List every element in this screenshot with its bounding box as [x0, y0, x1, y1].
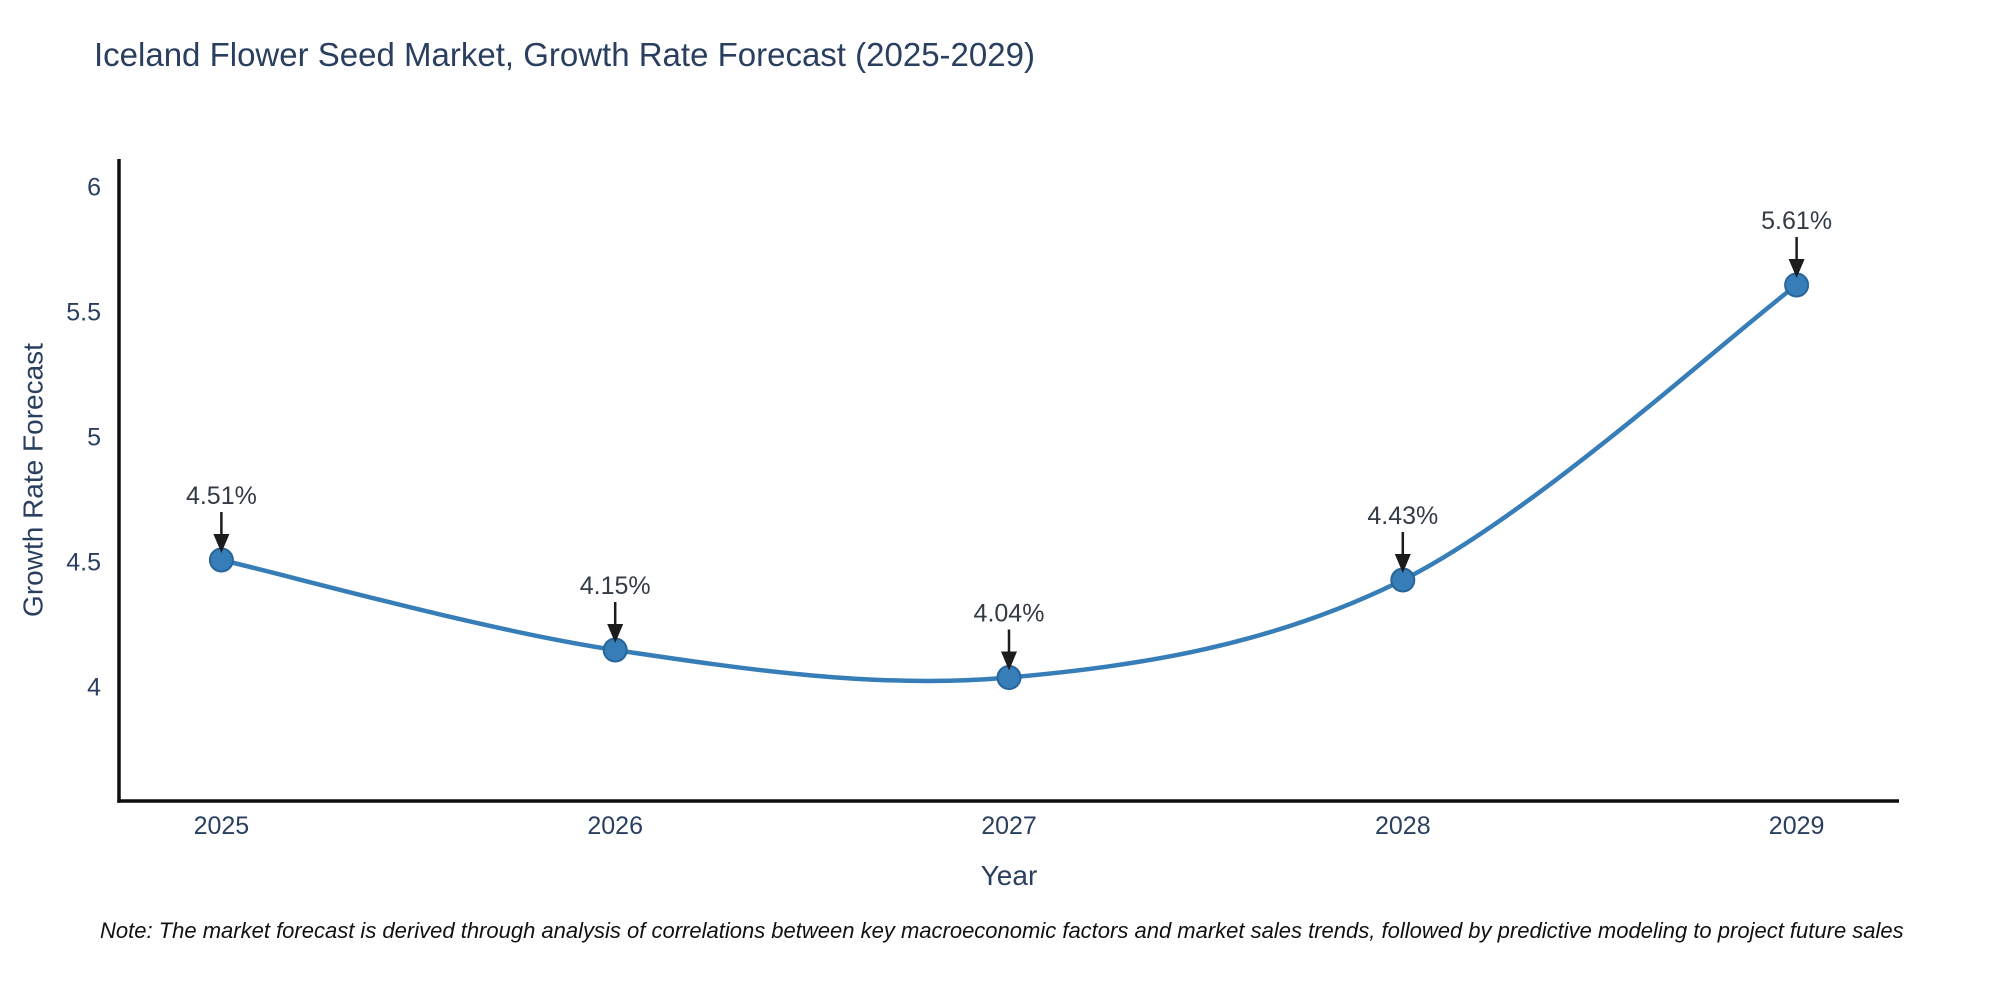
annotation-arrowhead [1394, 554, 1411, 573]
annotation-arrowhead [1001, 651, 1017, 671]
x-tick-label: 2025 [194, 812, 250, 840]
annotation-arrowhead [607, 624, 624, 643]
annotation-arrowhead [213, 534, 230, 553]
x-tick-label: 2026 [587, 812, 643, 840]
y-tick-label: 5.5 [66, 299, 101, 327]
y-tick-label: 4 [87, 674, 101, 702]
data-point-value-label: 4.15% [580, 572, 651, 600]
footnote: Note: The market forecast is derived thr… [100, 918, 1904, 943]
y-tick-label: 5 [87, 424, 101, 452]
x-tick-label: 2028 [1375, 812, 1431, 840]
y-tick-label: 6 [87, 174, 101, 202]
annotation-arrowhead [1788, 259, 1805, 278]
chart-title: Iceland Flower Seed Market, Growth Rate … [94, 36, 1035, 73]
data-point-value-label: 4.04% [974, 600, 1045, 628]
data-point-value-label: 4.43% [1367, 502, 1438, 530]
data-point-value-label: 5.61% [1761, 207, 1832, 235]
x-axis-title: Year [981, 860, 1038, 891]
y-axis-title: Growth Rate Forecast [18, 343, 49, 617]
data-point-value-label: 4.51% [186, 482, 257, 510]
y-tick-label: 4.5 [66, 549, 101, 577]
x-tick-label: 2029 [1769, 812, 1825, 840]
x-tick-label: 2027 [981, 812, 1037, 840]
